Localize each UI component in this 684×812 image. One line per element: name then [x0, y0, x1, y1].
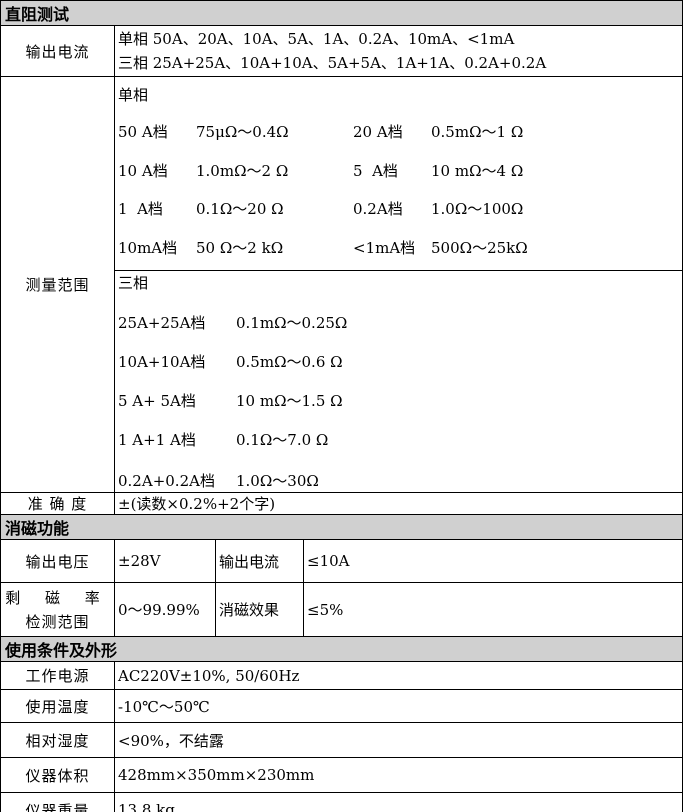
- range-gear: 5 A档: [353, 161, 398, 180]
- range-gear: 20 A档: [353, 123, 403, 141]
- range-value: 0.5mΩ～0.6 Ω: [236, 353, 343, 371]
- demag-row-1: 输出电压 ±28V 输出电流 ≤10A: [0, 539, 683, 583]
- condition-row: 工作电源 AC220V±10%, 50/60Hz: [0, 661, 683, 690]
- effect-label: 消磁效果: [215, 582, 304, 637]
- accuracy-label: 准 确 度: [0, 492, 115, 515]
- condition-value: -10℃～50℃: [114, 689, 683, 723]
- three-range-line: 25A+25A档 0.1mΩ～0.25Ω: [118, 295, 679, 334]
- conditions-rows: 工作电源 AC220V±10%, 50/60Hz 使用温度 -10℃～50℃ 相对湿度 <…: [0, 661, 683, 812]
- range-single-row: 测量范围 单相 50 A档 75μΩ～0.4Ω 20 A档 0.5mΩ～1 Ω 10 A…: [0, 76, 683, 493]
- single-phase-list: 50 A档 75μΩ～0.4Ω 20 A档 0.5mΩ～1 Ω 10 A档 1.0mΩ～2…: [118, 113, 679, 267]
- range-value: 75μΩ～0.4Ω: [196, 123, 289, 141]
- range-gear: 0.2A+0.2A档: [118, 472, 215, 490]
- condition-label: 仪器重量: [0, 792, 115, 812]
- range-gear: 1 A档: [118, 200, 163, 218]
- condition-label: 工作电源: [0, 661, 115, 690]
- condition-value: 13.8 kg: [114, 792, 683, 812]
- remanence-label-2: 检测范围: [25, 612, 90, 631]
- single-range-line: 50 A档 75μΩ～0.4Ω 20 A档 0.5mΩ～1 Ω: [118, 113, 679, 152]
- accuracy-value: ±(读数×0.2%+2个字): [114, 492, 683, 515]
- range-gear: 0.2A档: [353, 200, 403, 218]
- condition-value: 428mm×350mm×230mm: [114, 757, 683, 793]
- current-label: 输出电流: [215, 539, 304, 583]
- three-phase-title: 三相: [118, 274, 149, 292]
- voltage-value: ±28V: [114, 539, 216, 583]
- condition-row: 使用温度 -10℃～50℃: [0, 689, 683, 723]
- three-range-line: 5 A+ 5A档 10 mΩ～1.5 Ω: [118, 373, 679, 412]
- range-gear: 10mA档: [118, 238, 178, 257]
- range-gear: 25A+25A档: [118, 314, 206, 332]
- range-value: 0.1Ω～20 Ω: [196, 200, 284, 218]
- range-value: 1.0mΩ～2 Ω: [196, 161, 289, 180]
- section-title: 直阻测试: [0, 0, 683, 26]
- range-three-row: 三相 25A+25A档 0.1mΩ～0.25Ω 10A+10A档 0.5mΩ～0.6 …: [1, 270, 683, 493]
- current-value: ≤10A: [303, 539, 683, 583]
- range-gear: 1 A+1 A档: [118, 431, 196, 449]
- condition-label: 仪器体积: [0, 757, 115, 793]
- range-value: 50 Ω～2 kΩ: [196, 238, 284, 257]
- three-range-line: 10A+10A档 0.5mΩ～0.6 Ω: [118, 334, 679, 373]
- single-range-line: 1 A档 0.1Ω～20 Ω 0.2A档 1.0Ω～100Ω: [118, 190, 679, 229]
- condition-label: 相对湿度: [0, 722, 115, 758]
- range-value: 0.1mΩ～0.25Ω: [236, 314, 348, 332]
- range-label: 测量范围: [0, 76, 115, 493]
- range-value: 10 mΩ～1.5 Ω: [236, 392, 343, 410]
- single-phase-title: 单相: [118, 86, 149, 104]
- demag-row-2: 剩 磁 率 检测范围 0～99.99% 消磁效果 ≤5%: [0, 582, 683, 637]
- condition-value: AC220V±10%, 50/60Hz: [114, 661, 683, 690]
- section-title: 使用条件及外形: [0, 636, 683, 662]
- accuracy-row: 准 确 度 ±(读数×0.2%+2个字): [0, 492, 683, 515]
- condition-label: 使用温度: [0, 689, 115, 723]
- section-demagnetize: 消磁功能: [0, 514, 683, 540]
- three-range-line: 1 A+1 A档 0.1Ω～7.0 Ω: [118, 412, 679, 451]
- range-gear: 5 A+ 5A档: [118, 392, 196, 410]
- section-conditions: 使用条件及外形: [0, 636, 683, 662]
- range-gear: 10A+10A档: [118, 353, 206, 371]
- condition-value: <90%，不结露: [114, 722, 683, 758]
- three-phase-currents: 三相 25A+25A、10A+10A、5A+5A、1A+1A、0.2A+0.2A: [118, 54, 547, 72]
- range-value: 500Ω～25kΩ: [431, 238, 528, 257]
- condition-row: 相对湿度 <90%，不结露: [0, 722, 683, 758]
- section-title: 消磁功能: [0, 514, 683, 540]
- output-current-row: 输出电流 单相 50A、20A、10A、5A、1A、0.2A、10mA、<1mA…: [0, 25, 683, 77]
- section-dc-resistance: 直阻测试: [0, 0, 683, 26]
- range-value: 1.0Ω～100Ω: [431, 200, 524, 218]
- remanence-label-1: 剩 磁 率: [5, 588, 110, 607]
- single-phase-currents: 单相 50A、20A、10A、5A、1A、0.2A、10mA、<1mA: [118, 30, 515, 48]
- range-gear: <1mA档: [353, 238, 416, 257]
- condition-row: 仪器体积 428mm×350mm×230mm: [0, 757, 683, 793]
- single-range-line: 10mA档 50 Ω～2 kΩ <1mA档 500Ω～25kΩ: [118, 229, 679, 268]
- range-value: 0.5mΩ～1 Ω: [431, 123, 524, 141]
- range-gear: 50 A档: [118, 123, 168, 141]
- output-current-label: 输出电流: [0, 25, 115, 77]
- effect-value: ≤5%: [303, 582, 683, 637]
- three-range-line: 0.2A+0.2A档 1.0Ω～30Ω: [118, 451, 679, 492]
- condition-row: 仪器重量 13.8 kg: [0, 792, 683, 812]
- voltage-label: 输出电压: [0, 539, 115, 583]
- single-range-line: 10 A档 1.0mΩ～2 Ω 5 A档 10 mΩ～4 Ω: [118, 152, 679, 191]
- range-value: 1.0Ω～30Ω: [236, 472, 319, 490]
- remanence-value: 0～99.99%: [114, 582, 216, 637]
- range-value: 0.1Ω～7.0 Ω: [236, 431, 329, 449]
- range-value: 10 mΩ～4 Ω: [431, 161, 524, 180]
- range-gear: 10 A档: [118, 161, 168, 180]
- three-phase-list: 25A+25A档 0.1mΩ～0.25Ω 10A+10A档 0.5mΩ～0.6 Ω 5 …: [118, 295, 679, 492]
